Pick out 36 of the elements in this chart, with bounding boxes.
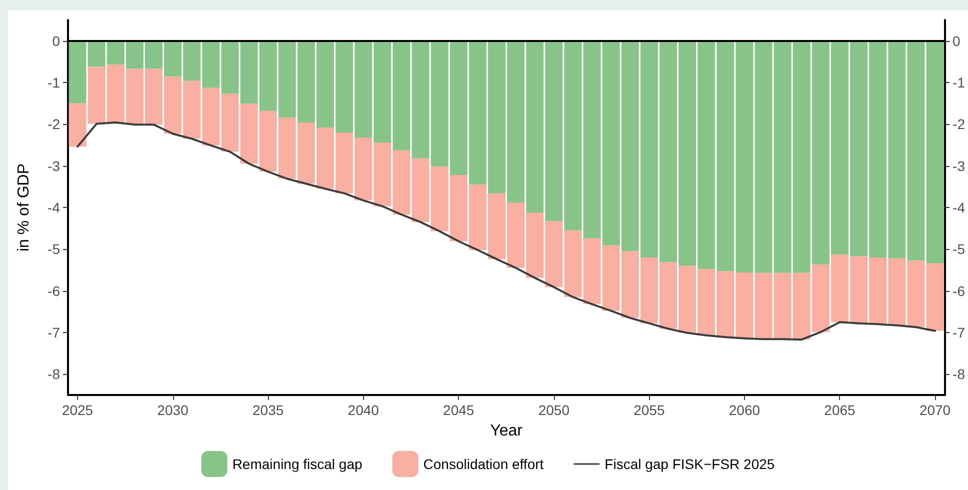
bar [926, 263, 944, 331]
x-tick-label: 2050 [538, 402, 570, 418]
y-tick-label: -2 [48, 116, 60, 132]
y2-tick-label: -7 [952, 324, 966, 340]
x-tick-label: 2040 [348, 402, 380, 418]
x-axis-title: Year [490, 422, 524, 440]
y-axis-title: in % of GDP [16, 163, 32, 252]
x-tick-label: 2055 [634, 402, 665, 418]
y2-tick-label: -3 [952, 158, 966, 174]
y-tick-label: -4 [48, 200, 60, 216]
legend-label: Fiscal gap FISK−FSR 2025 [604, 456, 775, 472]
y-tick-label: -7 [48, 324, 60, 340]
y2-tick-label: -2 [952, 116, 966, 132]
y-tick-label: 0 [52, 32, 60, 49]
y2-tick-label: -5 [952, 241, 966, 258]
y-tick-label: -5 [48, 241, 60, 258]
x-tick-label: 2030 [157, 402, 189, 418]
x-tick-label: 2025 [62, 402, 94, 418]
y2-tick-label: -8 [952, 366, 966, 382]
x-tick-label: 2060 [728, 402, 760, 418]
line-series [76, 122, 936, 341]
x-tick-label: 2070 [919, 402, 951, 418]
x-tick-label: 2045 [443, 402, 474, 418]
legend-label: Remaining fiscal gap [232, 456, 362, 472]
y2-tick-label: -6 [952, 282, 966, 299]
x-tick-label: 2035 [252, 402, 284, 418]
y-tick-label: -8 [48, 366, 60, 382]
legend-label: Consolidation effort [423, 456, 544, 472]
y2-tick-label: -4 [952, 200, 966, 216]
bar [926, 40, 944, 264]
y-tick-label: -1 [48, 74, 60, 90]
x-tick-label: 2065 [824, 402, 856, 418]
y-tick-label: -6 [48, 282, 60, 299]
y2-tick-label: 0 [952, 32, 961, 49]
y2-tick-label: -1 [952, 74, 966, 90]
y-tick-label: -3 [48, 158, 60, 174]
